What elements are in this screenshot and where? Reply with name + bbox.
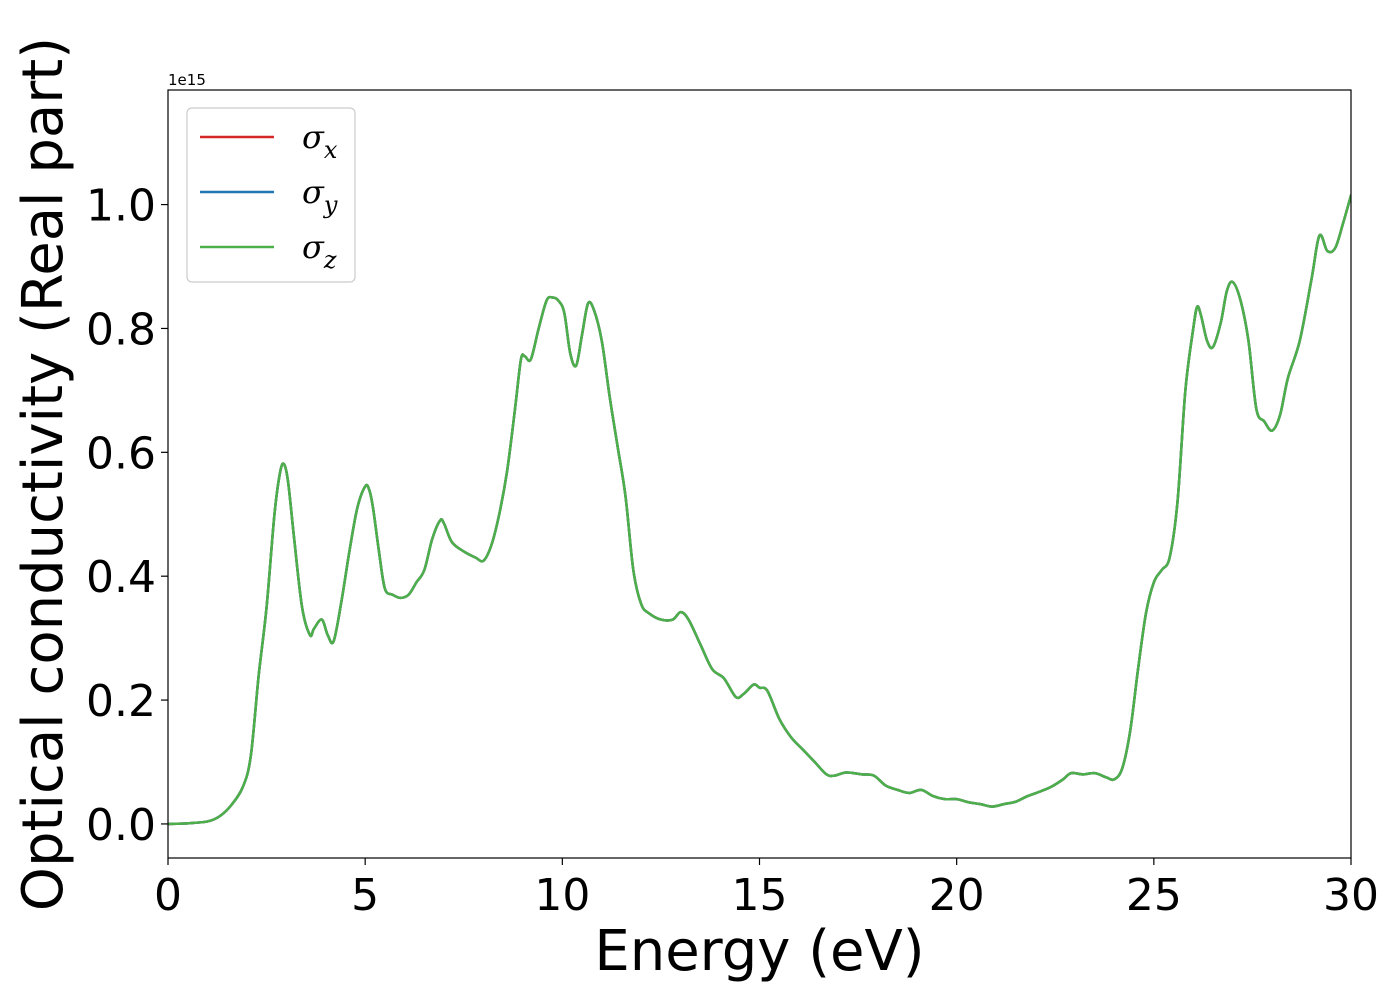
y-tick-label: 0.2 <box>86 676 156 727</box>
x-axis-label: Energy (eV) <box>594 919 924 984</box>
y-tick-label: 0.8 <box>86 304 156 355</box>
series-group <box>168 194 1351 826</box>
x-tick-label: 10 <box>534 870 590 921</box>
legend-box <box>186 107 356 283</box>
legend-entry: σy <box>302 173 338 219</box>
series-line-σz <box>168 194 1351 826</box>
y-tick-label: 0.4 <box>86 552 156 603</box>
y-tick-label: 1.0 <box>86 181 156 232</box>
y-axis-ticks: 0.0 0.2 0.4 0.6 0.8 1.0 <box>86 181 168 851</box>
x-tick-label: 0 <box>154 870 182 921</box>
x-tick-label: 25 <box>1126 870 1182 921</box>
y-tick-label: 0.6 <box>86 428 156 479</box>
plot-area <box>168 90 1351 858</box>
legend-entry: σx <box>302 118 338 164</box>
x-tick-label: 20 <box>929 870 985 921</box>
x-axis-ticks: 0 5 10 15 20 25 30 <box>154 858 1379 921</box>
x-tick-label: 15 <box>732 870 788 921</box>
x-tick-label: 5 <box>351 870 379 921</box>
y-axis-label: Optical conductivity (Real part) <box>11 37 76 911</box>
legend: σx σy σz <box>186 107 356 283</box>
y-tick-label: 0.0 <box>86 800 156 851</box>
x-tick-label: 30 <box>1323 870 1379 921</box>
y-offset-label: 1e15 <box>168 71 206 89</box>
legend-entry: σz <box>302 228 337 274</box>
